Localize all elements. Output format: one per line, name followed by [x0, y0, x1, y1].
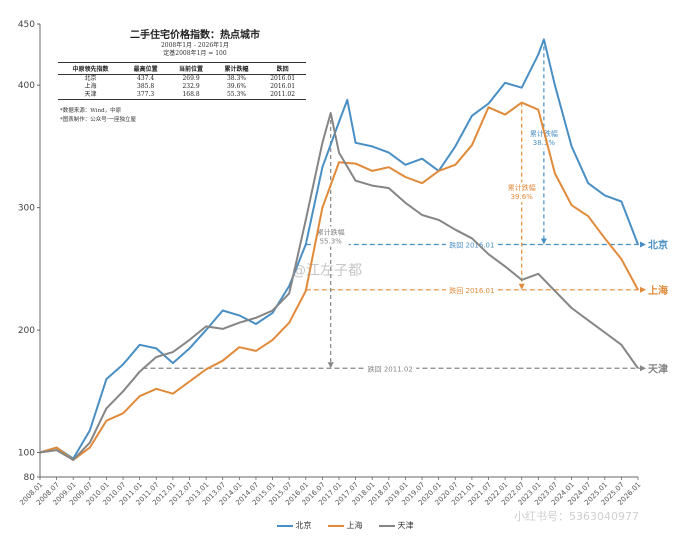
tj-back-label: 跌回 2011.02: [368, 364, 413, 373]
legend-label: 北京: [295, 521, 312, 530]
table-cell: 377.3: [122, 91, 169, 100]
watermark-corner: 小红书号：5363040977: [514, 510, 639, 523]
legend-swatch: [276, 524, 293, 527]
legend-swatch: [378, 524, 395, 527]
series-layer: [39, 38, 639, 461]
bj-back-arrow: [640, 241, 646, 248]
table-cell: 2011.02: [259, 91, 306, 100]
series-end-label: 天津: [648, 362, 668, 375]
table-cell: 2016.01: [270, 75, 296, 82]
y-tick-label: 300: [18, 204, 35, 214]
chart-legend: 北京 上海 天津: [0, 520, 690, 531]
y-tick-label: 200: [18, 326, 35, 336]
table-cell: 55.3%: [213, 91, 260, 100]
series-line-shanghai: [39, 101, 639, 461]
sh-back-label-bg: [445, 284, 498, 295]
table-cell: 北京: [84, 75, 97, 82]
sh-drop-arrow: [518, 283, 525, 290]
legend-label: 上海: [346, 521, 363, 530]
sh-drop-value: 39.6%: [511, 193, 534, 201]
source-note: *数据来源：Wind，中原: [60, 108, 122, 114]
legend-label: 天津: [397, 521, 414, 530]
table-cell: 2016.01: [270, 83, 296, 90]
table-cell: 168.8: [168, 91, 214, 100]
y-tick-label: 80: [24, 473, 36, 483]
table-row: 北京 437.4 269.9 38.3% 2016.01: [58, 75, 306, 84]
bj-drop-label-bg: [525, 127, 562, 148]
table-cell: 232.9: [182, 83, 200, 90]
y-tick-label: 100: [18, 449, 35, 459]
table-cell: 39.6%: [226, 83, 247, 90]
chart-subtitle-base: 定基2008年1月 = 100: [163, 50, 227, 57]
sh-back-arrow: [640, 286, 646, 293]
series-end-label: 北京: [648, 239, 668, 252]
chart-title: 二手住宅价格指数：热点城市: [130, 30, 260, 41]
table-cell: 437.4: [137, 75, 155, 82]
legend-item-tianjin: 天津: [378, 520, 414, 531]
watermark-center: @江左子都: [292, 263, 362, 279]
table-cell: 天津: [58, 91, 123, 100]
series-end-label: 上海: [648, 284, 668, 297]
sh-drop-label: 累计跌幅: [508, 183, 536, 192]
table-row: 上海 385.8 232.9 39.6% 2016.01: [58, 83, 306, 91]
series-line-beijing: [39, 38, 639, 460]
bj-drop-arrow: [540, 238, 547, 245]
series-line-tianjin: [39, 112, 639, 461]
tj-drop-arrow: [327, 362, 334, 369]
tj-drop-label-bg: [312, 226, 349, 247]
table-cell: 38.3%: [226, 75, 247, 82]
bj-back-label: 跌回 2016.01: [449, 241, 494, 250]
table-header: 累计跌幅: [213, 62, 260, 75]
y-tick-label: 450: [18, 20, 35, 30]
sh-back-label: 跌回 2016.01: [449, 286, 494, 295]
tj-back-arrow: [640, 365, 646, 372]
summary-table: 中原领先指数 最高位置 当前位置 累计跌幅 跌回 北京 437.4 269.9 …: [58, 62, 306, 100]
sh-drop-label-bg: [503, 182, 540, 203]
table-header: 中原领先指数: [58, 62, 123, 75]
table-header: 当前位置: [168, 62, 214, 75]
chart-subtitle-range: 2008年1月 - 2026年1月: [160, 42, 230, 49]
table-row: 天津 377.3 168.8 55.3% 2011.02: [58, 91, 306, 100]
tj-drop-value: 55.3%: [320, 238, 343, 246]
table-cell: 上海: [84, 83, 97, 90]
legend-swatch: [327, 524, 344, 527]
legend-item-beijing: 北京: [276, 520, 312, 531]
table-header: 跌回: [259, 62, 306, 75]
tj-drop-label: 累计跌幅: [317, 228, 345, 237]
table-cell: 385.8: [137, 83, 155, 90]
table-header: 最高位置: [122, 62, 169, 75]
tj-back-label-bg: [364, 363, 417, 374]
bj-drop-value: 38.3%: [533, 139, 556, 147]
author-note: *图表制作：公众号·一座独立屋: [60, 117, 136, 123]
bj-back-label-bg: [445, 239, 498, 250]
table-cell: 269.9: [182, 75, 200, 82]
legend-item-shanghai: 上海: [327, 520, 363, 531]
y-tick-label: 400: [18, 81, 35, 91]
